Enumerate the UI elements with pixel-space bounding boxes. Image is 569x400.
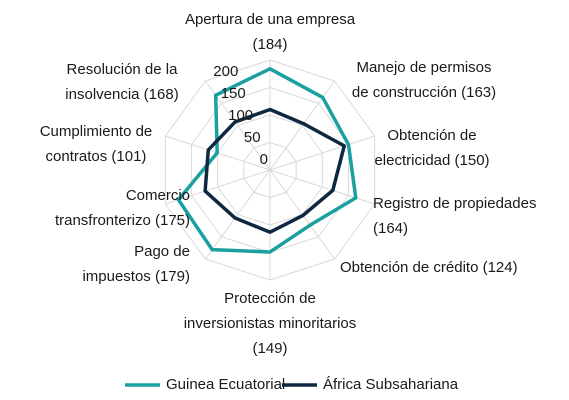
category-label: electricidad (150) [374, 152, 489, 169]
category-label: Cumplimiento de [40, 123, 153, 140]
legend-label: Guinea Ecuatorial [166, 376, 285, 393]
category-label: Obtención de [387, 127, 476, 144]
category-label: Obtención de crédito (124) [340, 259, 518, 276]
category-label: Registro de propiedades [373, 195, 536, 212]
category-label: impuestos (179) [82, 268, 190, 285]
category-label: (164) [373, 220, 408, 237]
tick-label: 150 [221, 85, 246, 102]
tick-label: 50 [244, 129, 261, 146]
axis-spoke [165, 169, 271, 205]
category-label: Apertura de una empresa [185, 11, 356, 28]
category-label: (149) [252, 340, 287, 357]
category-label: Protección de [224, 290, 316, 307]
axis-spoke [204, 169, 271, 260]
series-line [176, 67, 358, 254]
tick-label: 200 [213, 63, 238, 80]
category-label: inversionistas minoritarios [184, 315, 357, 332]
category-label: Pago de [134, 243, 190, 260]
category-label: Manejo de permisos [356, 59, 491, 76]
category-label: Resolución de la [67, 61, 179, 78]
category-label: contratos (101) [46, 148, 147, 165]
category-label: transfronterizo (175) [55, 212, 190, 229]
tick-label: 0 [260, 151, 268, 168]
category-label: Comercio [126, 187, 190, 204]
axis-spoke [269, 80, 336, 171]
category-label: (184) [252, 36, 287, 53]
tick-label: 100 [228, 107, 253, 124]
series-line [203, 107, 347, 234]
category-label: insolvencia (168) [65, 86, 178, 103]
axis-spoke [269, 135, 375, 171]
legend-label: África Subsahariana [323, 376, 459, 393]
category-label: de construcción (163) [352, 84, 496, 101]
